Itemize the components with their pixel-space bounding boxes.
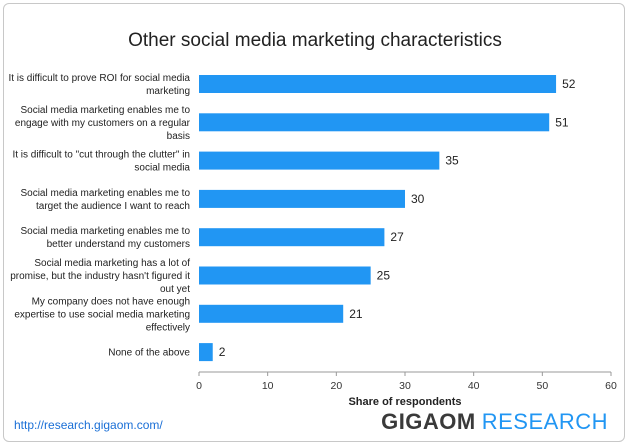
bar bbox=[199, 304, 344, 323]
x-tick-label: 10 bbox=[262, 380, 274, 392]
data-label: 52 bbox=[562, 77, 576, 91]
bar bbox=[199, 228, 385, 247]
bar bbox=[199, 343, 213, 362]
source-link[interactable]: http://research.gigaom.com/ bbox=[14, 418, 163, 432]
chart-title: Other social media marketing characteris… bbox=[128, 30, 502, 51]
brand-logo: GIGAOM RESEARCH bbox=[381, 409, 608, 435]
bar bbox=[199, 266, 371, 285]
data-label: 25 bbox=[377, 269, 391, 283]
data-label: 21 bbox=[349, 307, 363, 321]
bar bbox=[199, 151, 440, 170]
x-tick-label: 60 bbox=[605, 380, 617, 392]
x-tick-label: 40 bbox=[468, 380, 480, 392]
x-tick-label: 0 bbox=[196, 380, 202, 392]
category-label: None of the above bbox=[108, 348, 190, 359]
bar bbox=[199, 75, 557, 93]
category-label: Social media marketing enables me to targ… bbox=[20, 188, 190, 212]
brand-gigaom: GIGAOM bbox=[381, 409, 476, 434]
category-label: It is difficult to "cut through the clut… bbox=[12, 150, 190, 174]
chart-frame bbox=[3, 3, 625, 442]
category-label: Social media marketing enables me to bett… bbox=[20, 226, 190, 250]
data-label: 35 bbox=[445, 154, 459, 168]
category-label: Social media marketing has a lot of promi… bbox=[10, 258, 190, 295]
bar bbox=[199, 189, 405, 208]
category-label: My company does not have enough expertise… bbox=[14, 296, 190, 333]
data-label: 51 bbox=[555, 115, 569, 129]
x-tick-label: 30 bbox=[399, 380, 411, 392]
category-label: Social media marketing enables me to enga… bbox=[15, 105, 191, 142]
data-label: 2 bbox=[219, 345, 226, 359]
x-tick-label: 50 bbox=[536, 380, 548, 392]
category-label: It is difficult to prove ROI for social … bbox=[8, 73, 190, 97]
data-label: 30 bbox=[411, 192, 425, 206]
x-axis-title: Share of respondents bbox=[348, 396, 461, 408]
x-tick-label: 20 bbox=[330, 380, 342, 392]
brand-research: RESEARCH bbox=[481, 409, 608, 434]
data-label: 27 bbox=[390, 230, 404, 244]
bar bbox=[199, 113, 550, 132]
